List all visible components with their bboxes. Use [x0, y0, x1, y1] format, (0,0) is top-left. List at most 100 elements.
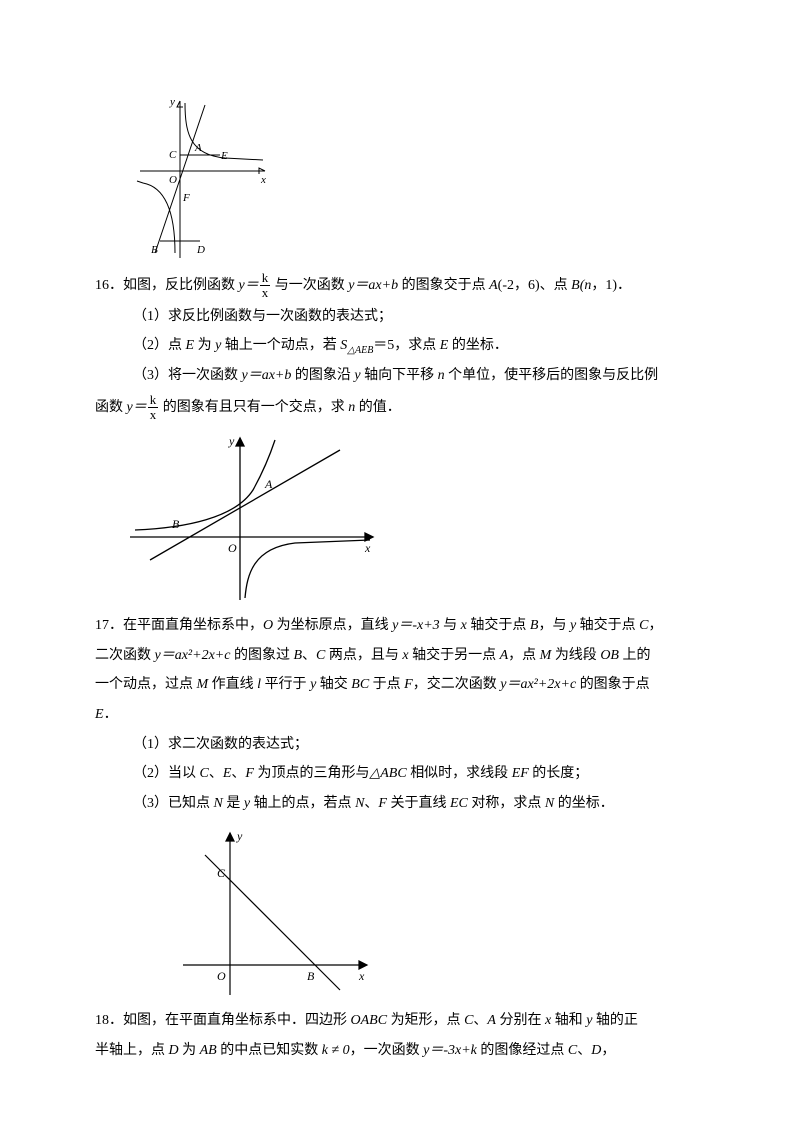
q17-A1: A	[500, 648, 509, 663]
q17-M1: M	[540, 648, 552, 663]
q17-s3a: （3）已知点	[133, 796, 214, 811]
q16-s3b1: 函数	[95, 400, 127, 415]
q17-O: O	[263, 618, 273, 633]
q17-OB: OB	[600, 648, 619, 663]
q17-s3g: 的坐标．	[554, 796, 614, 811]
q16-AEB: △AEB	[347, 345, 373, 356]
q17-1: 17．在平面直角坐标系中，	[95, 618, 263, 633]
q18-5: 轴和	[551, 1013, 586, 1028]
q17-E: E	[95, 707, 104, 722]
q18-p2: 半轴上，点 D 为 AB 的中点已知实数 k ≠ 0，一次函数 y＝-3x+k …	[95, 1038, 699, 1065]
fig15-label-B: B	[151, 244, 158, 256]
fig17-C: C	[217, 866, 226, 880]
q17-p4: E．	[95, 702, 699, 729]
q17-s2c: 、	[231, 766, 245, 781]
q16-B: B(n	[571, 278, 591, 293]
q17-p2: 二次函数 y＝ax²+2x+c 的图象过 B、C 两点，且与 x 轴交于另一点 …	[95, 643, 699, 670]
q18-p2d: ，一次函数	[350, 1043, 424, 1058]
q17-M2: M	[197, 677, 209, 692]
q18-C: C	[464, 1013, 473, 1028]
q17-p2b: 的图象过	[230, 648, 293, 663]
q18-p1: 18．如图，在平面直角坐标系中．四边形 OABC 为矩形，点 C、A 分别在 x…	[95, 1008, 699, 1035]
q18-eq: y＝-3x+k	[423, 1043, 477, 1058]
q17-p3e: 于点	[369, 677, 404, 692]
q18-p2g: ，	[601, 1043, 615, 1058]
q17-s2e: 相似时，求线段	[407, 766, 512, 781]
q17-6: 轴交于点	[576, 618, 639, 633]
q17-EF: EF	[512, 766, 529, 781]
q16-s3b: 函数 y＝kx 的图象有且只有一个交点，求 n 的值．	[95, 393, 699, 423]
q17-p2a: 二次函数	[95, 648, 155, 663]
fig15-label-F: F	[182, 192, 190, 204]
q18-D2: D	[591, 1043, 601, 1058]
q18-p2b: 为	[179, 1043, 200, 1058]
q17-3: 与	[440, 618, 461, 633]
q16-t3: 的图象交于点	[398, 278, 489, 293]
q17-s2a: （2）当以	[133, 766, 200, 781]
q17-p3g: 的图象于点	[576, 677, 650, 692]
q17-eq1: y＝-x+3	[392, 618, 440, 633]
fig15-label-A: A	[194, 142, 202, 154]
fig17-B: B	[307, 969, 315, 983]
fig16-x: x	[364, 541, 371, 555]
fig17-x: x	[358, 969, 365, 983]
q16-stem: 16．如图，反比例函数 y＝kx 与一次函数 y＝ax+b 的图象交于点 A(-…	[95, 271, 699, 301]
q17-BC: BC	[351, 677, 369, 692]
q16-yeq1: y＝	[239, 278, 259, 293]
q17-p2h: 上的	[619, 648, 651, 663]
fig16-y: y	[228, 434, 235, 448]
q16-s1: （1）求反比例函数与一次函数的表达式；	[133, 304, 699, 331]
q17-2: 为坐标原点，直线	[273, 618, 392, 633]
fig15-label-O: O	[169, 174, 177, 186]
q17-s3f: 对称，求点	[468, 796, 545, 811]
q16-A: A	[489, 278, 498, 293]
q16-s2c: 轴上一个动点，若	[221, 338, 340, 353]
figure-q15: C A E O x y F B D	[125, 93, 699, 263]
q16-s3-3: 轴向下平移	[361, 368, 438, 383]
fig17-O: O	[217, 969, 226, 983]
q18-2: 为矩形，点	[387, 1013, 464, 1028]
q17-C3: C	[200, 766, 209, 781]
q17-p2g: 为线段	[551, 648, 600, 663]
q18-p2f: 、	[577, 1043, 591, 1058]
q17-s3d: 、	[364, 796, 378, 811]
q17-F3: F	[378, 796, 387, 811]
q16-t1: 16．如图，反比例函数	[95, 278, 239, 293]
figure-q16: y x O A B	[125, 430, 699, 605]
q17-p2d: 两点，且与	[325, 648, 402, 663]
q18-p2a: 半轴上，点	[95, 1043, 169, 1058]
q16-yeq2: y＝	[127, 400, 147, 415]
q16-frac2-d: x	[148, 408, 159, 422]
q17-C2: C	[316, 648, 325, 663]
q17-s2b: 、	[209, 766, 223, 781]
q18-C2: C	[568, 1043, 577, 1058]
q16-s3a: （3）将一次函数 y＝ax+b 的图象沿 y 轴向下平移 n 个单位，使平移后的…	[133, 363, 699, 390]
q17-s2f: 的长度；	[529, 766, 589, 781]
q16-s3-2: 的图象沿	[291, 368, 354, 383]
q16-frac-d: x	[260, 286, 271, 300]
q16-t2: 与一次函数	[271, 278, 348, 293]
fig15-label-E: E	[220, 150, 228, 162]
q17-p2e: 轴交于另一点	[409, 648, 500, 663]
q16-frac-n: k	[260, 271, 271, 286]
q17-s3b: 是	[223, 796, 244, 811]
q17-B2: B	[293, 648, 302, 663]
q16-n1: n	[438, 368, 445, 383]
q16-s2: （2）点 E 为 y 轴上一个动点，若 S△AEB＝5，求点 E 的坐标．	[133, 333, 699, 360]
q17-F2: F	[245, 766, 254, 781]
fig16-O: O	[228, 541, 237, 555]
q17-p3: 一个动点，过点 M 作直线 l 平行于 y 轴交 BC 于点 F，交二次函数 y…	[95, 672, 699, 699]
q16-s3b3: 的值．	[355, 400, 401, 415]
q17-EC: EC	[450, 796, 468, 811]
q16-s2a: （2）点	[133, 338, 186, 353]
q16-t4: (-2，6)、点	[498, 278, 572, 293]
q17-p3b: 作直线	[208, 677, 257, 692]
q17-N3: N	[545, 796, 554, 811]
q18-kneq: k ≠ 0	[322, 1043, 350, 1058]
fig17-y: y	[236, 829, 243, 843]
q16-s3b2: 的图象有且只有一个交点，求	[159, 400, 348, 415]
q16-s2d: ＝5，求点	[373, 338, 440, 353]
q17-s3: （3）已知点 N 是 y 轴上的点，若点 N、F 关于直线 EC 对称，求点 N…	[133, 791, 699, 818]
q18-p2e: 的图像经过点	[477, 1043, 568, 1058]
q17-4: 轴交于点	[467, 618, 530, 633]
